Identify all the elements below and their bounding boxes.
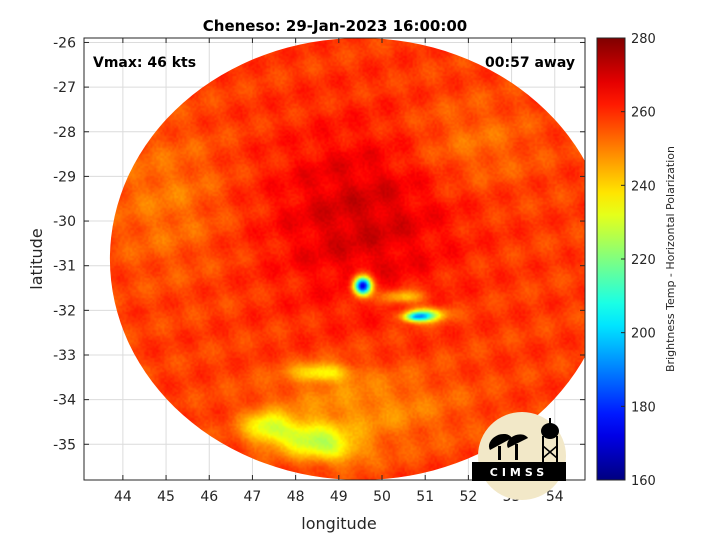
y-tick-label: -31 — [53, 259, 76, 275]
y-tick-label: -35 — [53, 437, 76, 453]
x-axis-title: longitude — [301, 514, 376, 533]
x-tick-label: 47 — [244, 489, 262, 505]
x-tick-label: 52 — [459, 489, 477, 505]
x-tick-label: 50 — [373, 489, 391, 505]
y-tick-label: -29 — [53, 169, 76, 185]
colorbar-tick-label: 240 — [631, 179, 656, 194]
colorbar-tick-label: 220 — [631, 253, 656, 268]
colorbar-ticks: 160 180 200 220 240 260 280 — [621, 32, 656, 489]
x-tick-label: 51 — [416, 489, 434, 505]
y-tick-label: -27 — [53, 80, 76, 96]
y-tick-label: -30 — [53, 214, 76, 230]
colorbar-label: Brightness Temp - Horizontal Polarizatio… — [664, 146, 677, 372]
x-tick-label: 45 — [157, 489, 175, 505]
x-tick-label: 54 — [546, 489, 564, 505]
swath-image — [109, 38, 585, 480]
x-tick-label: 49 — [330, 489, 348, 505]
colorbar-tick-label: 200 — [631, 327, 656, 342]
colorbar-tick-label: 280 — [631, 32, 656, 47]
time-away-annotation: 00:57 away — [485, 55, 575, 71]
y-tick-label: -34 — [53, 393, 76, 409]
logo-text: CIMSS — [490, 466, 548, 479]
colorbar — [597, 38, 625, 480]
y-tick-label: -33 — [53, 348, 76, 364]
colorbar-tick-label: 160 — [631, 474, 656, 489]
vmax-annotation: Vmax: 46 kts — [93, 55, 196, 71]
y-tick-label: -32 — [53, 303, 76, 319]
y-tick-label: -26 — [53, 35, 76, 51]
x-tick-label: 46 — [200, 489, 218, 505]
chart-title: Cheneso: 29-Jan-2023 16:00:00 — [203, 17, 467, 35]
axis-ticks: 4445464748495051525354-26-27-28-29-30-31… — [53, 35, 585, 505]
x-tick-label: 48 — [287, 489, 305, 505]
x-tick-label: 44 — [114, 489, 132, 505]
y-axis-title: latitude — [27, 228, 46, 289]
y-tick-label: -28 — [53, 125, 76, 141]
cimss-logo: CIMSS — [472, 412, 566, 500]
colorbar-tick-label: 180 — [631, 400, 656, 415]
plot-frame — [83, 37, 586, 481]
colorbar-tick-label: 260 — [631, 106, 656, 121]
